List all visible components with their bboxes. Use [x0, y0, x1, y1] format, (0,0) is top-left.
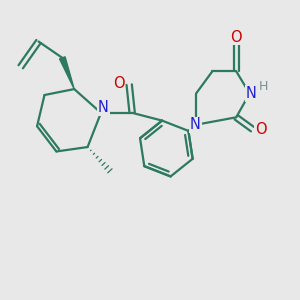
- Text: N: N: [98, 100, 109, 115]
- Text: H: H: [258, 80, 268, 94]
- Polygon shape: [59, 57, 74, 89]
- Text: O: O: [255, 122, 267, 137]
- Text: O: O: [113, 76, 124, 91]
- Text: N: N: [190, 117, 201, 132]
- Text: O: O: [230, 30, 242, 45]
- Text: N: N: [246, 86, 256, 101]
